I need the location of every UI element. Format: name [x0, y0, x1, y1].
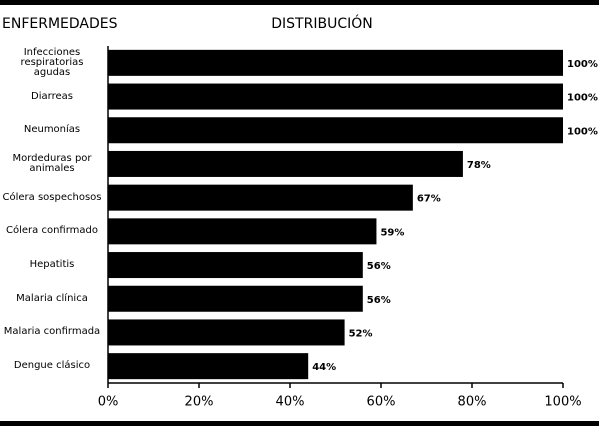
category-label: Malaria confirmada: [3, 326, 101, 338]
category-label: Malaria clínica: [16, 292, 88, 304]
x-tick-label: 40%: [276, 395, 305, 410]
bar: [108, 150, 463, 177]
value-heading: DISTRIBUCIÓN: [271, 14, 372, 32]
value-label: 100%: [567, 93, 598, 104]
category-label: Cólera confirmado: [6, 225, 98, 237]
x-tick-label: 80%: [458, 395, 487, 410]
category-label: Cólera sospechosos: [2, 191, 102, 203]
value-label: 44%: [312, 362, 336, 373]
bar: [108, 319, 345, 346]
category-label: Hepatitis: [29, 259, 75, 271]
value-label: 100%: [567, 59, 598, 70]
bar: [108, 252, 363, 279]
category-label: Diarreas: [31, 90, 73, 102]
bar: [108, 218, 377, 245]
bar: [108, 117, 563, 144]
x-tick-label: 20%: [185, 395, 214, 410]
value-label: 67%: [417, 194, 441, 205]
value-label: 52%: [349, 328, 373, 339]
category-label: Mordeduras por animales: [12, 152, 92, 174]
bottom-band: [0, 421, 599, 426]
value-label: 78%: [467, 160, 491, 171]
bar: [108, 184, 413, 211]
top-band: [0, 0, 599, 5]
x-tick-label: 0%: [98, 395, 119, 410]
value-label: 59%: [380, 227, 404, 238]
category-label: Neumonías: [23, 124, 81, 136]
bar: [108, 83, 563, 110]
value-label: 100%: [567, 126, 598, 137]
bar: [108, 49, 563, 76]
category-label: Infecciones respiratorias agudas: [20, 46, 84, 78]
x-tick-label: 60%: [367, 395, 396, 410]
category-heading: ENFERMEDADES: [2, 16, 118, 32]
value-label: 56%: [367, 261, 391, 272]
x-tick-label: 100%: [544, 395, 581, 410]
bar: [108, 285, 363, 312]
bar: [108, 353, 309, 380]
category-label: Dengue clásico: [13, 360, 91, 372]
value-label: 56%: [367, 295, 391, 306]
